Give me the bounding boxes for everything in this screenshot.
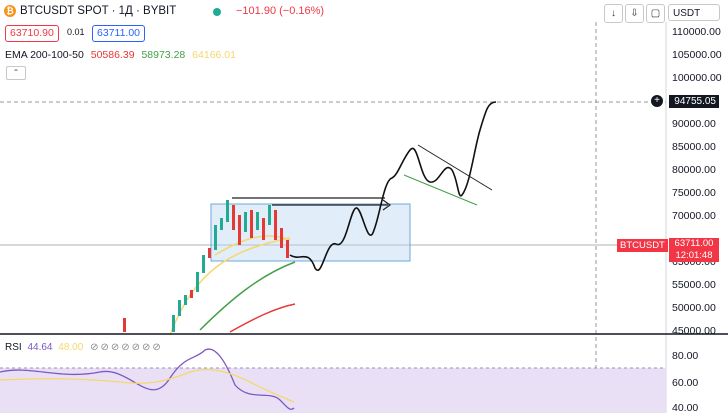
price-tick: 75000.00 <box>672 187 716 199</box>
rsi-line <box>0 348 295 410</box>
price-tick: 50000.00 <box>672 302 716 314</box>
last-price-value: 63711.00 <box>674 238 714 249</box>
rsi-settings-dots[interactable]: ⊘⊘⊘⊘⊘⊘⊘ <box>90 342 163 353</box>
add-alert-plus-icon[interactable]: + <box>651 95 663 107</box>
price-change: −101.90 (−0.16%) <box>236 5 325 17</box>
rsi-tick: 40.00 <box>672 402 699 414</box>
rsi-band <box>0 368 666 413</box>
price-tick: 45000.00 <box>672 325 716 337</box>
crosshair-price-label: 94755.05 <box>669 95 719 108</box>
projection-arrowhead <box>382 199 392 211</box>
price-tick: 55000.00 <box>672 279 716 291</box>
bar-countdown: 12:01:48 <box>675 250 713 261</box>
rsi-legend[interactable]: RSI 44.64 48.00 ⊘⊘⊘⊘⊘⊘⊘ <box>5 342 163 353</box>
rsi-label: RSI <box>5 342 22 353</box>
price-tick: 90000.00 <box>672 118 716 130</box>
refresh-icon[interactable]: ▢ <box>646 4 665 23</box>
arrow-down-icon[interactable]: ↓ <box>604 4 623 23</box>
buy-price-button[interactable]: 63711.00 <box>92 25 146 42</box>
price-tick: 100000.00 <box>672 72 722 84</box>
rsi-value: 44.64 <box>27 342 53 353</box>
last-price-tag: 63711.00 12:01:48 <box>669 238 719 262</box>
ema-legend[interactable]: EMA 200-100-50 50586.39 58973.28 64166.0… <box>5 49 236 61</box>
price-tick: 85000.00 <box>672 141 716 153</box>
rsi-tick: 60.00 <box>672 377 699 389</box>
rsi-ma-value: 48.00 <box>58 342 84 353</box>
channel-upper <box>417 144 493 191</box>
currency-select[interactable]: USDT <box>668 4 720 21</box>
collapse-legend-button[interactable]: ⌃ <box>6 66 26 80</box>
spread-value: 0.01 <box>67 27 85 37</box>
ema-100-line <box>199 261 296 331</box>
symbol-price-tag: BTCUSDT <box>617 239 668 252</box>
market-status-dot <box>213 8 221 16</box>
arrow-down-circle-icon[interactable]: ⇩ <box>625 4 644 23</box>
candlesticks <box>123 200 289 332</box>
price-tick: 105000.00 <box>672 49 722 61</box>
price-tick: 70000.00 <box>672 210 716 222</box>
ema-name: EMA 200-100-50 <box>5 49 84 61</box>
ema-200-line <box>229 303 296 333</box>
price-tick: 80000.00 <box>672 164 716 176</box>
rsi-ma-line <box>0 369 295 403</box>
currency-label: USDT <box>673 8 701 19</box>
ema-value-100: 58973.28 <box>141 49 186 61</box>
symbol-title[interactable]: BTCUSDT SPOT · 1Д · BYBIT <box>20 5 177 17</box>
price-tick: 110000.00 <box>672 26 721 38</box>
forecast-path <box>289 101 497 272</box>
bitcoin-logo-icon: ₿ <box>4 5 16 17</box>
channel-lower <box>403 174 478 206</box>
ema-value-50: 64166.01 <box>192 49 236 61</box>
rsi-tick: 80.00 <box>672 350 699 362</box>
sell-price-button[interactable]: 63710.90 <box>5 25 59 42</box>
ema-value-200: 50586.39 <box>90 49 135 61</box>
